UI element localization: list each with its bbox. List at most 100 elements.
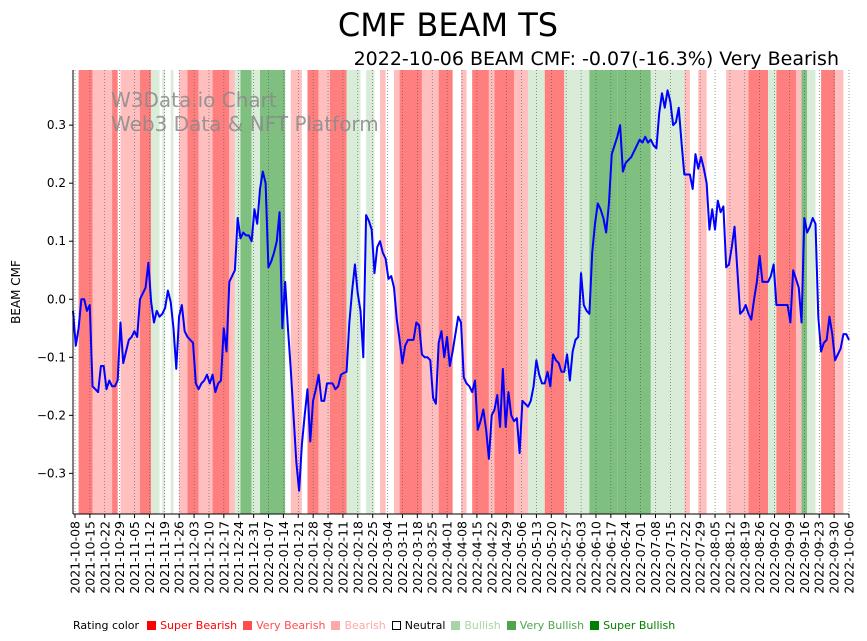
legend-label: Super Bullish xyxy=(603,618,676,632)
band-bearish xyxy=(421,70,439,514)
x-tick-label: 2021-11-05 xyxy=(127,521,142,594)
x-tick-label: 2022-05-20 xyxy=(544,521,559,594)
x-tick-label: 2022-06-17 xyxy=(603,521,618,594)
x-tick-label: 2022-09-02 xyxy=(767,521,782,594)
vertical-gridlines xyxy=(74,70,850,514)
x-tick-label: 2021-10-15 xyxy=(82,521,97,594)
band-bearish xyxy=(318,70,330,514)
legend-swatch xyxy=(147,620,157,630)
band-bullish xyxy=(807,70,816,514)
x-tick-label: 2022-09-09 xyxy=(782,521,797,594)
x-tick-label: 2022-02-25 xyxy=(365,521,380,594)
legend-swatch xyxy=(331,620,341,630)
band-very_bullish xyxy=(617,70,651,514)
x-tick-label: 2021-12-03 xyxy=(187,521,202,594)
x-ticks: 2021-10-08 2021-10-15 2021-10-22 2021-10-29… xyxy=(68,514,857,594)
band-bearish xyxy=(514,70,528,514)
band-very_bearish xyxy=(472,70,489,514)
x-tick-label: 2021-11-19 xyxy=(157,521,172,594)
legend-item-super_bearish: Super Bearish xyxy=(147,619,237,632)
legend-swatch xyxy=(590,620,600,630)
legend-swatch xyxy=(391,620,401,630)
band-very_bearish xyxy=(212,70,230,514)
x-tick-label: 2022-06-10 xyxy=(588,521,603,594)
x-tick-label: 2022-03-25 xyxy=(425,521,440,594)
x-tick-label: 2022-08-12 xyxy=(722,521,737,594)
band-bullish xyxy=(251,70,261,514)
band-very_bearish xyxy=(438,70,453,514)
band-bearish xyxy=(229,70,235,514)
x-tick-label: 2022-02-18 xyxy=(350,521,365,594)
x-tick-label: 2022-04-29 xyxy=(499,521,514,594)
band-very_bullish xyxy=(240,70,252,514)
band-bullish xyxy=(151,70,160,514)
x-tick-label: 2022-04-15 xyxy=(469,521,484,594)
legend-item-bearish: Bearish xyxy=(331,619,386,632)
band-bearish xyxy=(698,70,707,514)
legend-label: Very Bullish xyxy=(519,618,585,632)
band-bearish xyxy=(461,70,467,514)
x-tick-label: 2021-12-17 xyxy=(216,521,231,594)
rating-legend: Rating color Super Bearish Very Bearish Be… xyxy=(73,617,675,633)
legend-item-bullish: Bullish xyxy=(451,619,501,632)
band-bearish xyxy=(835,70,844,514)
band-bullish xyxy=(650,70,685,514)
x-tick-label: 2022-07-01 xyxy=(633,521,648,594)
x-tick-label: 2022-08-05 xyxy=(708,521,723,594)
band-very_bearish xyxy=(821,70,836,514)
x-tick-label: 2022-06-03 xyxy=(574,521,589,594)
y-tick-label: 0.2 xyxy=(47,176,66,190)
band-very_bullish xyxy=(589,70,618,514)
rating-bands xyxy=(78,70,844,514)
band-bearish xyxy=(394,70,400,514)
y-tick-label: −0.3 xyxy=(37,466,66,480)
x-tick-label: 2022-05-13 xyxy=(529,521,544,594)
x-tick-label: 2021-12-24 xyxy=(231,521,246,594)
legend-item-neutral: Neutral xyxy=(391,619,445,632)
legend-swatch xyxy=(451,620,461,630)
y-tick-label: 0.0 xyxy=(47,292,66,306)
x-tick-label: 2022-04-22 xyxy=(484,521,499,594)
band-bearish xyxy=(120,70,140,514)
watermark-line: Web3 Data & NFT Platform xyxy=(111,112,379,136)
x-tick-label: 2022-02-04 xyxy=(321,521,336,594)
x-tick-label: 2022-01-21 xyxy=(291,521,306,594)
x-tick-label: 2021-12-10 xyxy=(201,521,216,594)
band-very_bearish xyxy=(494,70,515,514)
band-bullish xyxy=(366,70,375,514)
x-tick-label: 2022-08-26 xyxy=(752,521,767,594)
band-very_bearish xyxy=(187,70,199,514)
x-tick-label: 2022-07-22 xyxy=(678,521,693,594)
band-very_bearish xyxy=(748,70,769,514)
legend-swatch xyxy=(506,620,516,630)
band-very_bearish xyxy=(112,70,118,514)
band-bearish xyxy=(198,70,213,514)
watermark-line: W3Data.io Chart xyxy=(111,88,277,112)
x-tick-label: 2022-05-06 xyxy=(514,521,529,594)
x-tick-label: 2021-11-12 xyxy=(142,521,157,594)
x-tick-label: 2022-01-28 xyxy=(306,521,321,594)
x-tick-label: 2022-04-08 xyxy=(455,521,470,594)
x-tick-label: 2022-01-14 xyxy=(276,521,291,594)
band-very_bearish xyxy=(139,70,152,514)
x-tick-label: 2022-03-04 xyxy=(380,521,395,594)
band-very_bearish xyxy=(399,70,422,514)
x-tick-label: 2022-04-01 xyxy=(440,521,455,594)
band-bullish xyxy=(170,70,174,514)
band-bearish xyxy=(179,70,188,514)
axes xyxy=(72,70,849,515)
x-tick-label: 2022-06-24 xyxy=(618,521,633,594)
band-bearish xyxy=(92,70,113,514)
band-very_bearish xyxy=(544,70,565,514)
y-axis-label: BEAM CMF xyxy=(9,260,23,324)
x-tick-label: 2022-03-11 xyxy=(395,521,410,594)
x-tick-label: 2022-03-18 xyxy=(410,521,425,594)
x-tick-label: 2022-09-30 xyxy=(827,521,842,594)
band-bullish xyxy=(564,70,590,514)
x-tick-label: 2022-01-07 xyxy=(261,521,276,594)
x-tick-label: 2021-10-08 xyxy=(68,521,83,594)
x-tick-label: 2021-12-31 xyxy=(246,521,261,594)
x-tick-label: 2022-10-06 xyxy=(842,521,857,594)
band-very_bearish xyxy=(78,70,93,514)
